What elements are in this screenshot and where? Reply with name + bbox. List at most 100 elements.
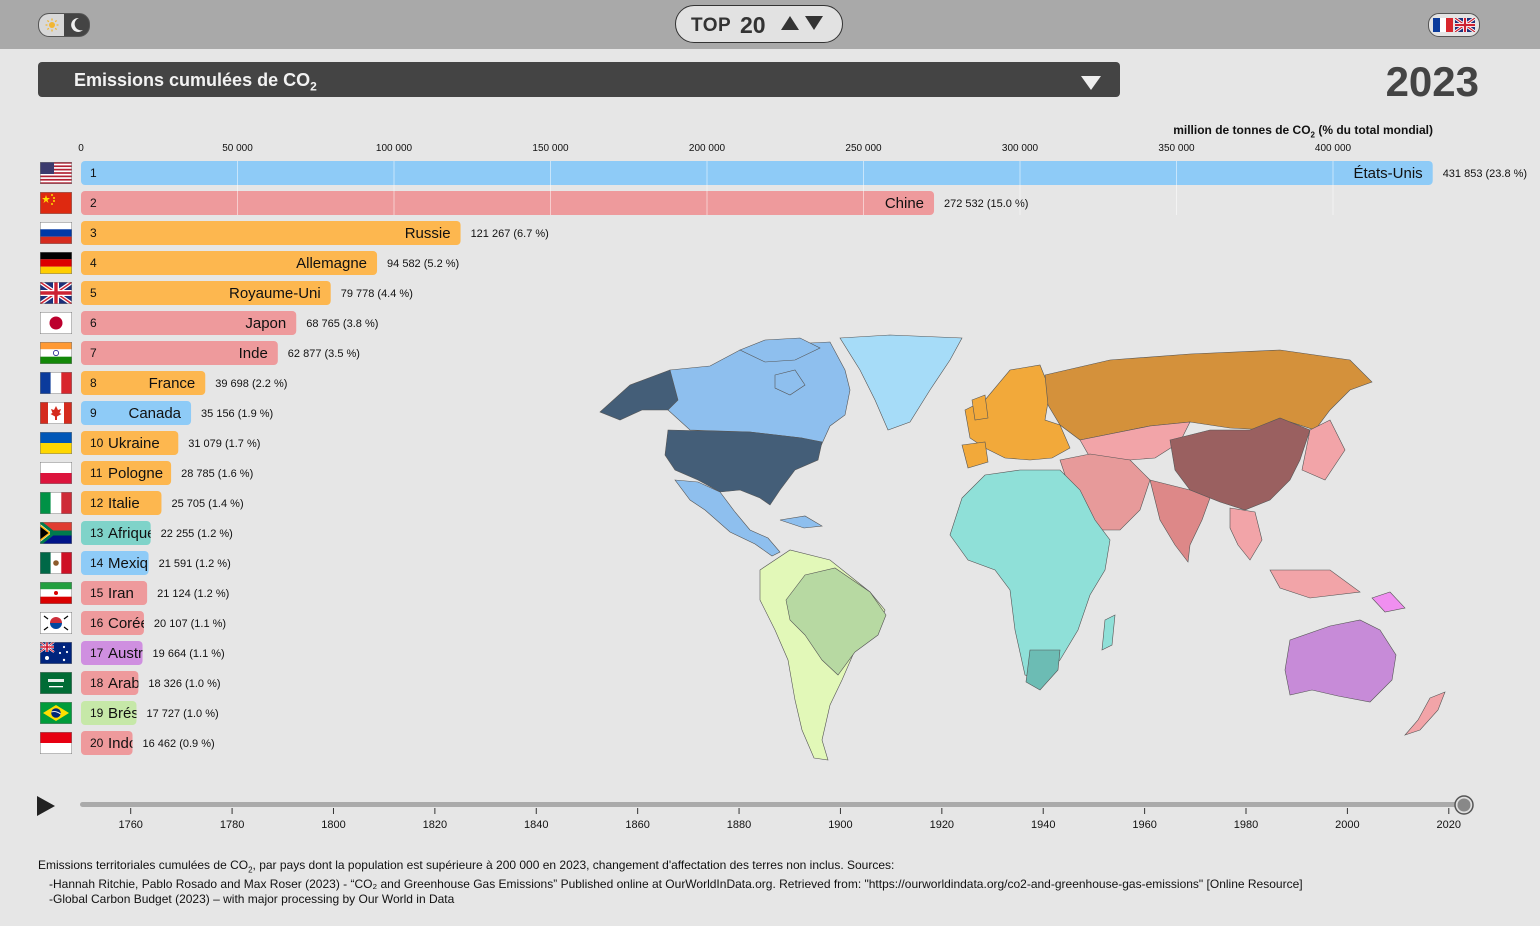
bar [81,521,151,545]
flag-sa-icon [40,672,72,694]
flag-it-icon [40,492,72,514]
bar [81,221,461,245]
bar-value-label: 22 255 (1.2 %) [161,528,233,540]
map-papua [1371,591,1406,613]
bar-country-label: Royaume-Uni [229,285,321,302]
map-india [1149,479,1211,563]
bar-rank: 6 [90,316,97,330]
bar-rank: 4 [90,256,97,270]
timeline-slider[interactable]: 1760 1780 1800 1820 1840 1860 1880 1900 1920 1940… [0,780,1540,840]
timeline-tick-label: 2000 [1335,819,1359,831]
bar-value-label: 18 326 (1.0 %) [148,678,220,690]
bar [81,311,297,335]
bar-value-label: 121 267 (6.7 %) [471,228,549,240]
bar-value-label: 68 765 (3.8 %) [306,318,378,330]
metric-title: Emissions cumulées de CO2 [74,70,317,94]
map-uk [971,394,989,421]
top-count: 20 [740,12,766,38]
bar-row: 3 Russie 121 267 (6.7 %) [81,221,549,245]
x-tick-label: 200 000 [689,143,726,154]
map-caribbean [779,515,823,529]
bar-rank: 15 [90,586,104,600]
bar-rank: 3 [90,226,97,240]
bar [81,341,278,365]
bar [81,551,149,575]
bar-country-label: Afrique du Sud [108,525,207,542]
bar [81,671,139,695]
footer-source-2: -Global Carbon Budget (2023) – with majo… [49,892,455,907]
bar-country-label: Italie [108,495,140,512]
timeline-tick-label: 1860 [625,819,649,831]
timeline-tick-label: 1940 [1031,819,1055,831]
map-southeast-asia [1229,507,1361,599]
timeline-tick-label: 1880 [727,819,751,831]
bar [81,431,179,455]
flag-cn-icon [40,192,72,214]
metric-dropdown[interactable]: Emissions cumulées de CO2 [38,62,1120,97]
bar-row: 2 Chine 272 532 (15.0 %) [81,191,1028,215]
moon-icon [71,17,83,32]
timeline-tick-label: 1760 [118,819,142,831]
flag-kr-icon [40,612,72,634]
chevron-down-icon[interactable] [1081,76,1101,90]
bar-row: 8 France 39 698 (2.2 %) [81,371,287,395]
bar-value-label: 28 785 (1.6 %) [181,468,253,480]
flag-de-icon [40,252,72,274]
bar-value-label: 35 156 (1.9 %) [201,408,273,420]
bar-rank: 2 [90,196,97,210]
bar [81,731,133,755]
map-canada-islands [739,337,821,396]
triangle-down-icon[interactable] [804,15,824,31]
triangle-up-icon[interactable] [780,15,800,31]
flag-jp-icon [40,312,72,334]
bar-country-label: Japon [245,315,286,332]
footer-source-1: -Hannah Ritchie, Pablo Rosado and Max Ro… [49,877,1303,892]
timeline-tick-label: 1960 [1132,819,1156,831]
bar-rank: 16 [90,616,104,630]
bar-row: 6 Japon 68 765 (3.8 %) [81,311,378,335]
x-tick-label: 250 000 [845,143,882,154]
timeline-tick-label: 1780 [220,819,244,831]
play-icon[interactable] [36,795,56,817]
bar-row: 19 Brésil 17 727 (1.0 %) [81,701,219,725]
bar-rank: 5 [90,286,97,300]
bar-country-label: Pologne [108,465,163,482]
map-mexico [674,479,781,557]
axis-unit-label: million de tonnes de CO2 (% du total mon… [1173,123,1433,140]
bar-value-label: 79 778 (4.4 %) [341,288,413,300]
bar-value-label: 431 853 (23.8 %) [1443,168,1527,180]
theme-toggle[interactable] [38,13,90,37]
language-toggle[interactable] [1428,13,1480,37]
bar-value-label: 94 582 (5.2 %) [387,258,459,270]
timeline-track[interactable] [80,802,1464,807]
uk-flag-icon[interactable] [1455,18,1475,32]
french-flag-icon[interactable] [1433,18,1453,32]
bar-country-label: Ukraine [108,435,160,452]
bar-rank: 8 [90,376,97,390]
bar [81,611,144,635]
bar-rank: 1 [90,166,97,180]
bar-row: 12 Italie 25 705 (1.4 %) [81,491,244,515]
timeline-tick-label: 1820 [423,819,447,831]
flag-ir-icon [40,582,72,604]
timeline-tick-label: 2020 [1437,819,1461,831]
top-bar: TOP 20 [0,0,1540,49]
bar-rank: 9 [90,406,97,420]
timeline-tick-label: 1800 [321,819,345,831]
bar-rank: 13 [90,526,104,540]
bar-value-label: 20 107 (1.1 %) [154,618,226,630]
bar [81,401,192,425]
bar-value-label: 272 532 (15.0 %) [944,198,1028,210]
timeline-handle-inner [1457,798,1471,812]
flag-gb-icon [40,282,72,304]
map-south-africa [1025,649,1061,691]
top-n-selector[interactable]: TOP 20 [675,5,843,43]
flag-mx-icon [40,552,72,574]
bar-row: 5 Royaume-Uni 79 778 (4.4 %) [81,281,413,305]
current-year: 2023 [1385,58,1479,105]
world-map [599,334,1446,761]
